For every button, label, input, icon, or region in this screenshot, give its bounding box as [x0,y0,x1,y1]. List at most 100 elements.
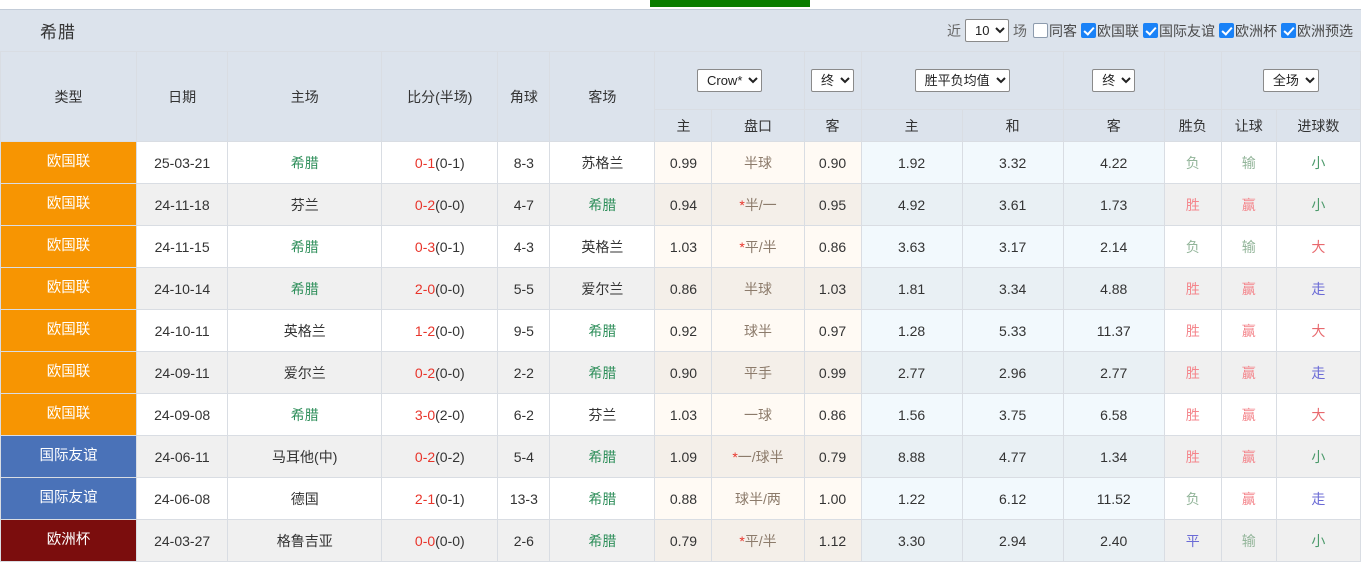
period-select[interactable]: 全场 [1262,69,1319,92]
eu-draw-odds: 3.75 [999,406,1027,423]
filter-checkbox-0[interactable] [1081,23,1096,38]
table-row[interactable]: 国际友谊 24-06-08 德国 2-1(0-1) 13-3 希腊 0.88 球半/两 1.00… [0,477,1361,520]
ah-star-icon: * [732,448,738,465]
away-team[interactable]: 希腊 [588,196,617,213]
cell-type: 国际友谊 [0,435,138,478]
home-team[interactable]: 马耳他(中) [272,448,338,465]
ah-away-odds: 0.95 [818,196,847,213]
filter-label-2: 欧洲杯 [1235,22,1277,39]
cell-date: 24-06-08 [136,477,229,520]
away-team[interactable]: 英格兰 [581,238,624,255]
filter-checkbox-wrap-2[interactable]: 欧洲杯 [1219,21,1279,41]
eu-draw-odds: 3.32 [999,154,1027,171]
away-team[interactable]: 芬兰 [588,406,617,423]
match-date: 24-06-11 [154,448,210,465]
cell-type: 欧国联 [0,267,138,310]
cell-ah-line: *一/球半 [711,435,805,478]
ah-away-odds: 1.00 [818,490,847,507]
ah-away-odds: 1.12 [818,532,847,549]
cell-result-ah: 输 [1220,225,1277,268]
ah-home-odds: 1.09 [669,448,698,465]
cell-date: 24-09-08 [136,393,229,436]
table-row[interactable]: 欧洲杯 24-03-27 格鲁吉亚 0-0(0-0) 2-6 希腊 0.79 *平/半 1.12… [0,519,1361,562]
filter-checkbox-3[interactable] [1281,23,1296,38]
filter-checkbox-wrap-0[interactable]: 欧国联 [1081,21,1141,41]
header-score: 比分(半场) [381,51,499,142]
ah-line: 平/半 [744,238,777,255]
cell-eu-away: 1.73 [1062,183,1165,226]
cell-eu-away: 11.37 [1062,309,1165,352]
home-team[interactable]: 希腊 [290,238,319,255]
away-team[interactable]: 希腊 [588,364,617,381]
league-badge: 国际友谊 [1,478,136,519]
cell-date: 24-10-11 [136,309,229,352]
table-row[interactable]: 欧国联 24-10-14 希腊 2-0(0-0) 5-5 爱尔兰 0.86 半球 1.03 1.8… [0,267,1361,310]
away-team[interactable]: 希腊 [588,322,617,339]
home-team[interactable]: 格鲁吉亚 [276,532,333,549]
away-team[interactable]: 爱尔兰 [581,280,624,297]
home-team[interactable]: 希腊 [290,154,319,171]
cell-home: 爱尔兰 [227,351,383,394]
table-row[interactable]: 国际友谊 24-06-11 马耳他(中) 0-2(0-2) 5-4 希腊 1.09 *一/球半… [0,435,1361,478]
header-eu-home: 主 [860,109,963,142]
corner-score: 2-2 [513,364,534,381]
cell-ah-away: 0.86 [803,225,862,268]
result-win-lose: 胜 [1185,406,1200,423]
cell-ah-away: 0.99 [803,351,862,394]
odds-phase-select[interactable]: 终 [1092,69,1136,92]
cell-ah-home: 1.09 [654,435,713,478]
home-team[interactable]: 希腊 [290,406,319,423]
cell-result-ah: 赢 [1220,309,1277,352]
recent-count-select[interactable]: 10 [965,19,1009,42]
away-team[interactable]: 希腊 [588,532,617,549]
cell-ah-away: 1.03 [803,267,862,310]
filter-checkbox-wrap-1[interactable]: 国际友谊 [1143,21,1217,41]
bookmaker-select[interactable]: Crow* [696,69,762,92]
table-row[interactable]: 欧国联 24-11-15 希腊 0-3(0-1) 4-3 英格兰 1.03 *平/半 0.86 3… [0,225,1361,268]
cell-ah-home: 0.86 [654,267,713,310]
away-team[interactable]: 苏格兰 [581,154,624,171]
full-time-score: 0-1 [414,154,436,171]
same-away-checkbox-wrap[interactable]: 同客 [1033,21,1079,41]
cell-corner: 4-7 [497,183,551,226]
filter-checkbox-wrap-3[interactable]: 欧洲预选 [1281,21,1355,41]
table-row[interactable]: 欧国联 24-10-11 英格兰 1-2(0-0) 9-5 希腊 0.92 球半 0.97 1.2… [0,309,1361,352]
match-date: 24-11-18 [154,196,210,213]
same-away-checkbox[interactable] [1033,23,1048,38]
cell-home: 马耳他(中) [227,435,383,478]
header-result-goals: 进球数 [1275,109,1361,142]
ah-away-odds: 0.90 [818,154,847,171]
filter-checkbox-2[interactable] [1219,23,1234,38]
match-date: 24-06-08 [154,490,211,507]
table-row[interactable]: 欧国联 24-09-11 爱尔兰 0-2(0-0) 2-2 希腊 0.90 平手 0.99 2.7… [0,351,1361,394]
cell-result-ah: 输 [1220,519,1277,562]
ah-phase-select[interactable]: 终 [811,69,855,92]
away-team[interactable]: 希腊 [588,490,617,507]
eu-home-odds: 1.81 [897,280,926,297]
home-team[interactable]: 英格兰 [283,322,326,339]
home-team[interactable]: 爱尔兰 [283,364,326,381]
table-row[interactable]: 欧国联 25-03-21 希腊 0-1(0-1) 8-3 苏格兰 0.99 半球 0.90 1.9… [0,141,1361,184]
result-win-lose: 胜 [1185,280,1200,297]
home-team[interactable]: 德国 [290,490,319,507]
cell-result-goals: 走 [1275,477,1361,520]
corner-score: 5-4 [513,448,534,465]
table-row[interactable]: 欧国联 24-09-08 希腊 3-0(2-0) 6-2 芬兰 1.03 一球 0.86 1.56… [0,393,1361,436]
match-date: 24-11-15 [154,238,210,255]
ah-line: 半球 [744,154,772,171]
cell-away: 爱尔兰 [549,267,656,310]
cell-result-wl: 胜 [1163,183,1222,226]
home-team[interactable]: 希腊 [290,280,319,297]
home-team[interactable]: 芬兰 [290,196,319,213]
filter-label-1: 国际友谊 [1159,22,1215,39]
result-goals: 小 [1311,154,1326,171]
table-row[interactable]: 欧国联 24-11-18 芬兰 0-2(0-0) 4-7 希腊 0.94 *半/一 0.95 4.… [0,183,1361,226]
result-handicap: 赢 [1241,490,1256,507]
ah-home-odds: 0.90 [669,364,698,381]
cell-away: 希腊 [549,351,656,394]
ah-home-odds: 0.86 [669,280,698,297]
odds-type-select[interactable]: 胜平负均值 [914,69,1010,92]
filter-checkbox-1[interactable] [1143,23,1158,38]
corner-score: 4-3 [513,238,534,255]
away-team[interactable]: 希腊 [588,448,617,465]
